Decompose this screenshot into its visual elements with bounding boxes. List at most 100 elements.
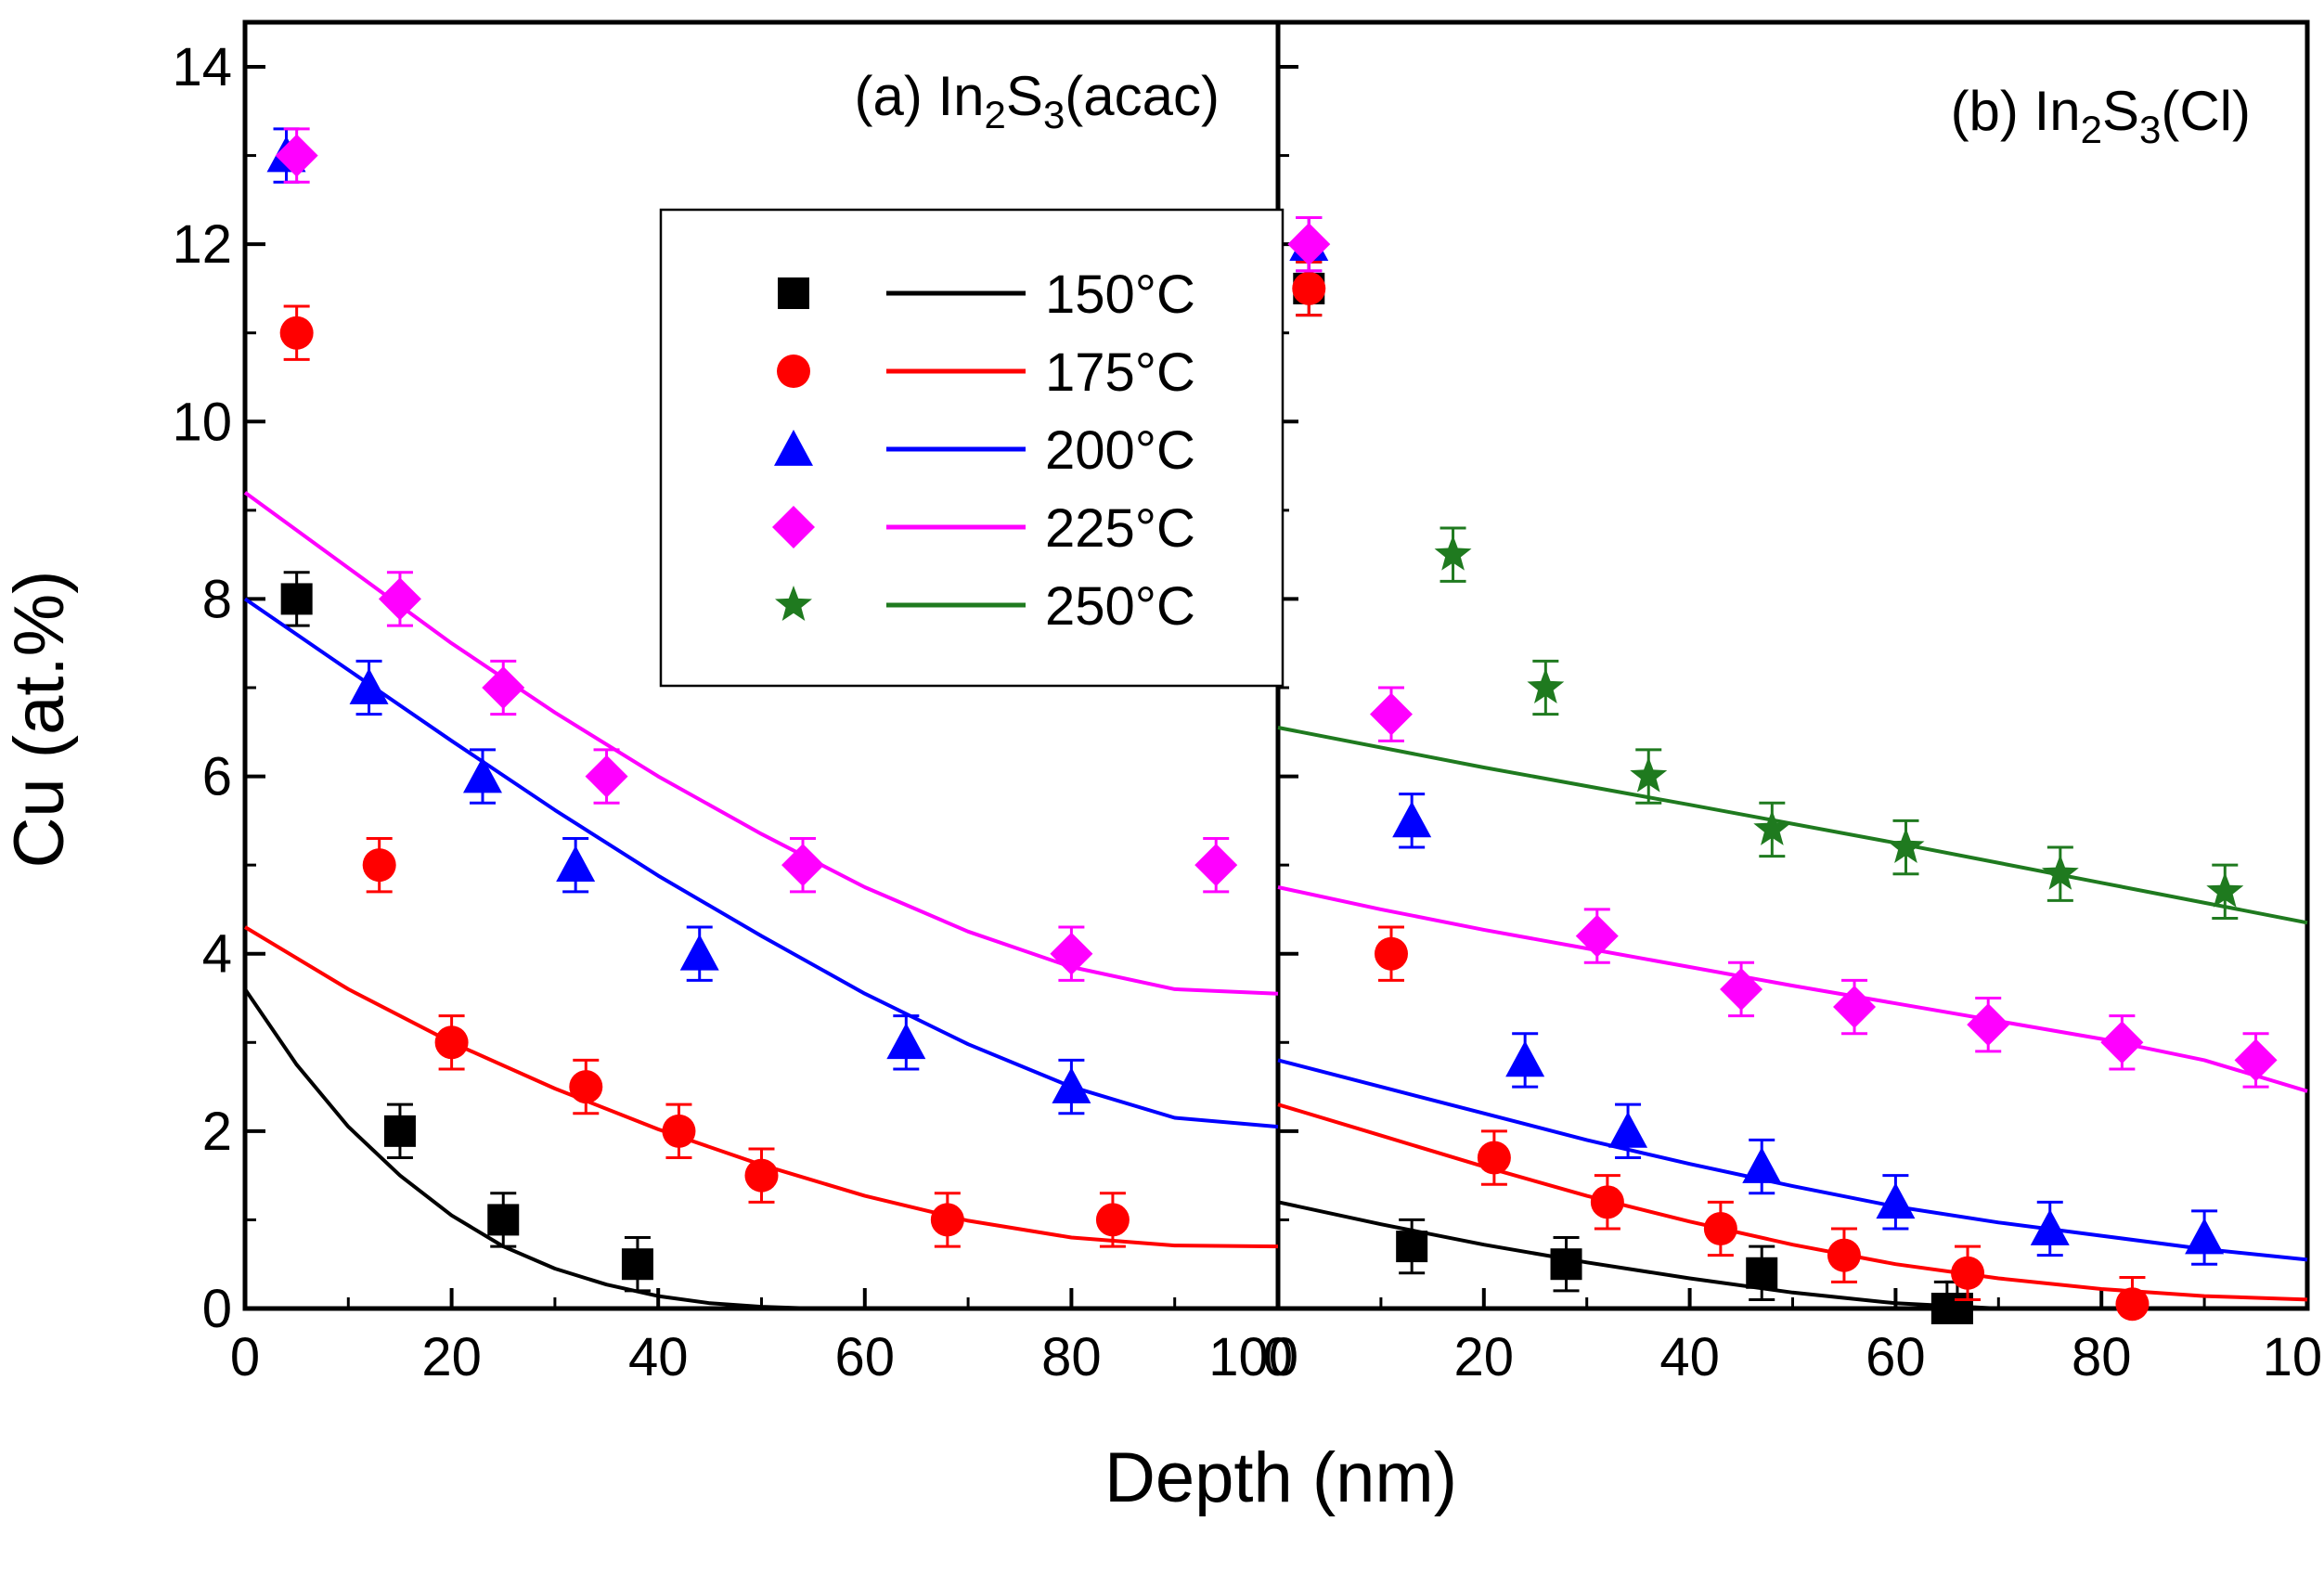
x-tick-label: 80 [2072, 1327, 2132, 1387]
x-tick-label: 60 [1866, 1327, 1926, 1387]
data-point [349, 668, 389, 704]
data-point [1194, 844, 1238, 887]
data-point [1369, 692, 1413, 736]
data-point [1434, 535, 1472, 571]
data-point [2234, 1038, 2278, 1082]
data-point [1392, 801, 1432, 838]
legend-label: 250°C [1045, 576, 1195, 637]
fit-curve [1277, 726, 2308, 925]
data-point [621, 1248, 653, 1281]
data-point [1630, 756, 1668, 793]
data-point [1374, 936, 1408, 971]
data-point [2030, 1208, 2070, 1245]
data-point [1951, 1256, 1985, 1290]
y-tick-label: 4 [202, 924, 232, 985]
legend-label: 175°C [1045, 342, 1195, 403]
data-point [434, 1025, 469, 1060]
legend-marker [777, 355, 810, 388]
data-point [1703, 1211, 1737, 1245]
legend: 150°C 175°C 200°C 225°C 250°C [659, 208, 1285, 688]
x-tick-label: 40 [1659, 1327, 1720, 1387]
data-point [2100, 1021, 2144, 1064]
panel-a-label: (a) In2S3(acac) [855, 65, 1220, 136]
legend-marker [778, 277, 809, 309]
data-point [1833, 986, 1877, 1029]
legend-marker [774, 430, 813, 466]
x-tick-label: 0 [1263, 1327, 1293, 1387]
data-point [487, 1204, 520, 1236]
y-tick-label: 10 [172, 392, 232, 452]
data-point [1095, 1203, 1130, 1237]
x-axis-title: Depth (nm) [1104, 1438, 1457, 1517]
legend-marker [772, 506, 815, 548]
data-point [1477, 1141, 1511, 1175]
data-point [1590, 1185, 1624, 1219]
data-point [1827, 1238, 1861, 1272]
fit-curve [243, 987, 917, 1310]
legend-entries: 150°C 175°C 200°C 225°C 250°C [772, 264, 1195, 637]
data-point [781, 844, 825, 887]
plot-layer: 02468101214020406080100020406080100 [172, 19, 2324, 1387]
data-point [2041, 854, 2079, 890]
y-tick-label: 0 [202, 1279, 232, 1339]
x-tick-label: 20 [1454, 1327, 1515, 1387]
legend-marker [775, 586, 812, 621]
data-point [1876, 1182, 1916, 1219]
y-tick-label: 12 [172, 214, 232, 275]
x-tick-label: 100 [1208, 1327, 1298, 1387]
data-point [662, 1114, 696, 1148]
data-point [2115, 1287, 2150, 1322]
y-tick-label: 2 [202, 1102, 232, 1162]
data-point [679, 934, 719, 971]
legend-label: 150°C [1045, 264, 1195, 325]
data-point [1550, 1248, 1582, 1281]
data-point [378, 577, 421, 621]
data-point [1608, 1111, 1648, 1148]
data-point [482, 666, 525, 709]
fit-curve [1277, 1102, 2308, 1302]
data-point [275, 134, 318, 177]
data-point [383, 1115, 416, 1147]
data-point [1505, 1040, 1545, 1077]
data-point [279, 316, 314, 350]
x-tick-label: 20 [421, 1327, 482, 1387]
data-point [2206, 871, 2244, 908]
x-tick-label: 60 [835, 1327, 896, 1387]
data-point [744, 1158, 779, 1193]
data-point [886, 1023, 926, 1060]
fit-curve [243, 597, 1279, 1129]
x-tick-label: 0 [230, 1327, 260, 1387]
data-point [585, 754, 628, 798]
x-tick-label: 100 [2263, 1327, 2324, 1387]
data-point [1753, 809, 1791, 845]
data-point [362, 848, 396, 883]
data-point [2185, 1218, 2225, 1255]
data-point [1396, 1231, 1428, 1263]
data-point [1746, 1257, 1778, 1289]
data-point [1742, 1147, 1782, 1183]
y-axis-title: Cu (at.%) [0, 571, 79, 869]
fit-curve [243, 491, 1279, 996]
data-point [930, 1203, 964, 1237]
x-tick-label: 40 [628, 1327, 689, 1387]
fit-curve [1277, 885, 2308, 1093]
data-point [569, 1070, 603, 1104]
y-tick-label: 6 [202, 747, 232, 807]
fit-curve [1277, 1058, 2308, 1262]
data-point [1967, 1003, 2010, 1047]
legend-label: 200°C [1045, 420, 1195, 481]
data-point [1287, 223, 1331, 266]
data-point [1575, 914, 1619, 958]
data-point [1292, 271, 1326, 305]
data-point [280, 583, 313, 615]
y-tick-label: 14 [172, 37, 232, 97]
data-point [1052, 1067, 1091, 1103]
x-tick-label: 80 [1041, 1327, 1102, 1387]
legend-label: 225°C [1045, 498, 1195, 559]
data-point [1720, 967, 1763, 1011]
y-tick-label: 8 [202, 569, 232, 629]
data-point [462, 756, 502, 793]
data-point [1887, 828, 1925, 863]
data-point [1050, 932, 1093, 975]
